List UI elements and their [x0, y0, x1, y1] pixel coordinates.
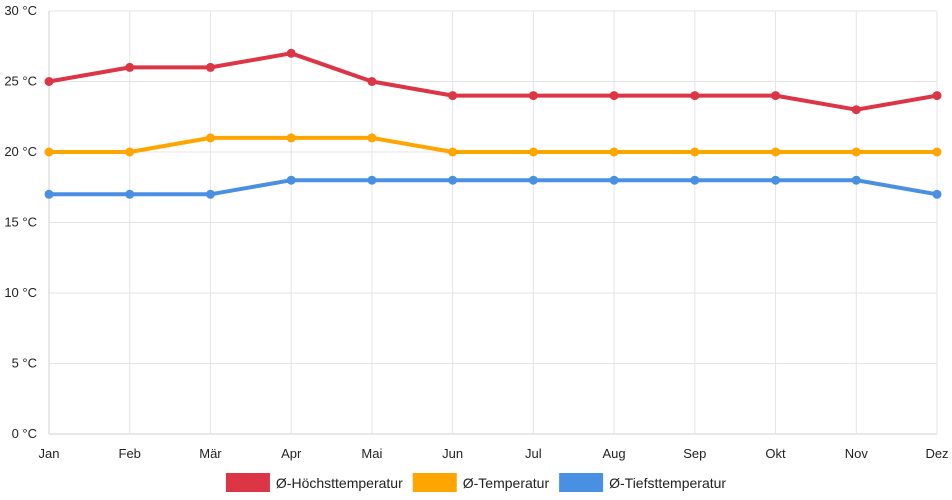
data-point-series-0 — [771, 91, 781, 101]
data-point-series-1 — [851, 147, 861, 157]
series-line-1 — [47, 135, 939, 154]
x-tick-label: Jan — [39, 446, 60, 461]
data-point-series-1 — [286, 133, 296, 143]
data-point-series-1 — [448, 147, 458, 157]
data-point-series-0 — [448, 91, 458, 101]
data-point-series-1 — [771, 147, 781, 157]
y-tick-label: 5 °C — [12, 356, 37, 371]
y-axis-tick-labels: 0 °C 5 °C 10 °C 15 °C 20 °C 25 °C 30 °C — [4, 3, 37, 441]
data-point-series-0 — [125, 62, 135, 72]
series-line-2 — [47, 178, 939, 197]
x-tick-label: Nov — [845, 446, 869, 461]
y-tick-label: 0 °C — [12, 426, 37, 441]
y-tick-label: 25 °C — [4, 74, 37, 89]
x-tick-label: Okt — [765, 446, 786, 461]
x-tick-label: Jun — [442, 446, 463, 461]
x-axis-tick-labels: Jan Feb Mär Apr Mai Jun Jul Aug Sep Okt Nov Dez — [39, 446, 949, 461]
x-tick-label: Sep — [683, 446, 706, 461]
grid — [48, 10, 938, 435]
y-tick-label: 10 °C — [4, 285, 37, 300]
data-point-series-0 — [528, 91, 538, 101]
x-tick-label: Dez — [925, 446, 948, 461]
legend[interactable]: Ø-Höchsttemperatur Ø-Temperatur Ø-Tiefstte… — [225, 473, 726, 492]
data-point-series-1 — [932, 147, 942, 157]
data-point-series-2 — [932, 189, 942, 199]
data-point-series-1 — [609, 147, 619, 157]
data-point-series-2 — [286, 175, 296, 185]
data-point-series-2 — [125, 189, 135, 199]
legend-swatch — [225, 473, 270, 492]
data-point-series-0 — [367, 77, 377, 86]
data-point-series-2 — [44, 189, 54, 199]
data-point-series-1 — [205, 133, 215, 143]
data-point-series-0 — [286, 48, 296, 58]
legend-label: Ø-Tiefsttemperatur — [609, 475, 726, 491]
legend-label: Ø-Temperatur — [463, 475, 550, 491]
legend-item-0[interactable]: Ø-Höchsttemperatur — [225, 473, 403, 492]
data-point-series-0 — [205, 62, 215, 72]
data-point-series-1 — [125, 147, 135, 157]
data-points — [44, 48, 942, 199]
data-point-series-1 — [44, 147, 54, 157]
x-tick-label: Mai — [361, 446, 382, 461]
y-tick-label: 20 °C — [4, 144, 37, 159]
data-point-series-2 — [690, 175, 700, 185]
data-point-series-2 — [851, 175, 861, 185]
legend-swatch — [412, 473, 457, 492]
x-tick-label: Feb — [119, 446, 141, 461]
legend-item-2[interactable]: Ø-Tiefsttemperatur — [559, 473, 726, 492]
x-tick-label: Aug — [603, 446, 626, 461]
data-point-series-2 — [448, 175, 458, 185]
x-tick-label: Mär — [199, 446, 222, 461]
data-point-series-0 — [932, 91, 942, 101]
data-point-series-0 — [690, 91, 700, 101]
x-tick-label: Apr — [281, 446, 302, 461]
series-lines — [47, 51, 939, 197]
legend-label: Ø-Höchsttemperatur — [276, 475, 403, 491]
legend-swatch — [559, 473, 604, 492]
data-point-series-2 — [367, 175, 377, 185]
data-point-series-1 — [528, 147, 538, 157]
y-tick-label: 15 °C — [4, 215, 37, 230]
series-line-0 — [47, 51, 939, 112]
data-point-series-1 — [367, 133, 377, 143]
data-point-series-0 — [44, 77, 54, 86]
data-point-series-2 — [771, 175, 781, 185]
x-tick-label: Jul — [525, 446, 542, 461]
y-tick-label: 30 °C — [4, 3, 37, 18]
data-point-series-1 — [690, 147, 700, 157]
legend-item-1[interactable]: Ø-Temperatur — [412, 473, 550, 492]
data-point-series-0 — [609, 91, 619, 101]
data-point-series-2 — [528, 175, 538, 185]
data-point-series-0 — [851, 105, 861, 115]
data-point-series-2 — [205, 189, 215, 199]
data-point-series-2 — [609, 175, 619, 185]
